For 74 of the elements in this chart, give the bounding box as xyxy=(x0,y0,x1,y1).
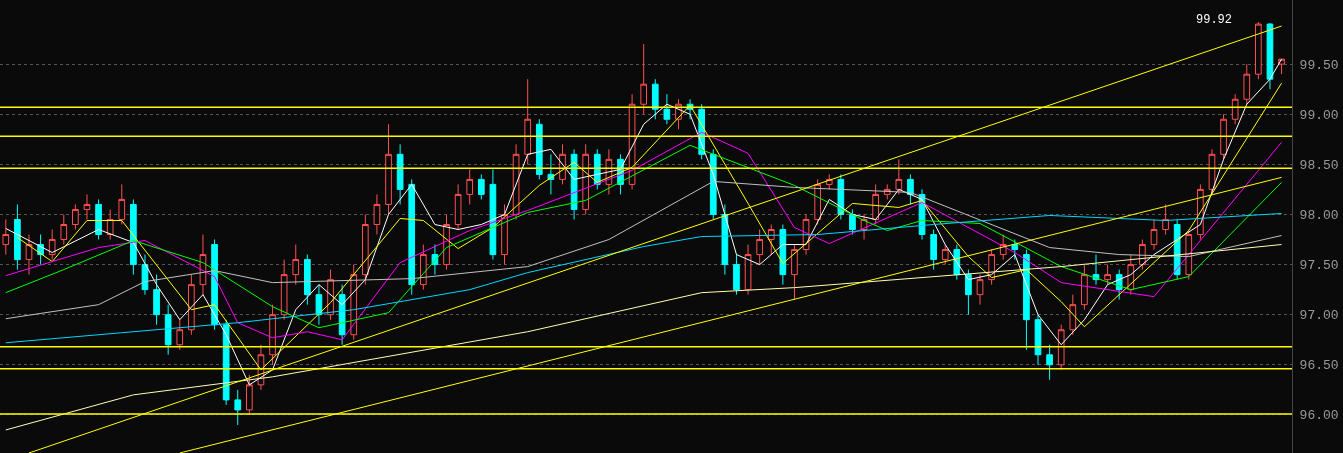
candlestick xyxy=(1023,249,1030,351)
candlestick xyxy=(396,143,404,205)
candlestick xyxy=(941,244,949,266)
candlestick xyxy=(1011,239,1019,261)
candlestick xyxy=(976,274,984,306)
candlestick xyxy=(965,269,972,316)
candlestick xyxy=(280,259,288,321)
y-tick-label: 96.00 xyxy=(1299,408,1339,424)
line-series xyxy=(5,212,1283,344)
candlestick xyxy=(72,203,79,231)
candlestick xyxy=(535,118,543,180)
line-series xyxy=(5,244,1283,431)
y-tick-label: 98.00 xyxy=(1299,208,1339,224)
line-series xyxy=(5,180,1283,320)
candlestick xyxy=(744,244,752,296)
candlestick xyxy=(234,389,242,426)
candlestick xyxy=(48,229,56,261)
candlestick xyxy=(1104,264,1111,286)
candlestick xyxy=(419,244,427,291)
candlestick xyxy=(188,274,195,336)
y-tick-label: 99.00 xyxy=(1299,107,1339,123)
candlestick xyxy=(25,234,33,276)
candlestick xyxy=(338,284,346,346)
y-tick-label: 96.50 xyxy=(1299,358,1339,374)
candlestick xyxy=(130,198,137,276)
candlestick xyxy=(1034,314,1042,366)
candlestick xyxy=(1150,218,1158,251)
candlestick xyxy=(733,254,740,296)
candlestick xyxy=(373,193,381,236)
candlestick xyxy=(1231,93,1239,125)
candlestick xyxy=(14,203,21,271)
candlestick xyxy=(60,213,68,246)
candlestick xyxy=(118,183,126,225)
candlestick xyxy=(141,254,149,296)
candlestick xyxy=(164,304,172,356)
candlestick xyxy=(361,213,369,286)
y-tick-label: 97.50 xyxy=(1299,258,1339,274)
candlestick xyxy=(1243,63,1251,105)
candlestick xyxy=(304,254,311,306)
candlestick xyxy=(95,198,102,241)
candlestick xyxy=(454,183,462,231)
candlestick xyxy=(849,208,856,236)
annotation: 99.92 xyxy=(1196,13,1233,27)
candlestick xyxy=(1220,113,1227,160)
candlestick xyxy=(640,43,648,115)
y-tick-label: 99.50 xyxy=(1299,57,1339,73)
candlestick xyxy=(930,229,937,271)
candlestick xyxy=(1266,22,1274,90)
candlestick xyxy=(767,224,775,256)
candlestick xyxy=(246,374,253,416)
candlestick xyxy=(1081,264,1088,311)
candlestick xyxy=(872,183,879,225)
candlestick xyxy=(385,123,392,215)
y-tick-label: 98.50 xyxy=(1299,157,1339,173)
candlestick xyxy=(292,244,300,286)
candlestick xyxy=(651,78,659,120)
candlestick xyxy=(663,93,671,125)
candlestick xyxy=(153,274,160,326)
candlestick xyxy=(791,244,798,301)
y-tick-label: 97.00 xyxy=(1299,308,1339,324)
candlestick xyxy=(477,173,485,200)
candlestick xyxy=(466,168,474,205)
candlestick xyxy=(176,319,184,351)
candlestick xyxy=(1046,344,1053,381)
candlestick xyxy=(524,78,532,165)
candlestick xyxy=(1162,203,1169,236)
candlestick xyxy=(895,158,903,195)
candlestick xyxy=(315,284,323,326)
candlestick xyxy=(756,229,763,266)
candlestick xyxy=(489,168,497,261)
candlestick xyxy=(83,193,91,220)
candlestick xyxy=(408,178,416,296)
candlestick xyxy=(1069,294,1077,336)
candlestick xyxy=(1255,21,1262,80)
